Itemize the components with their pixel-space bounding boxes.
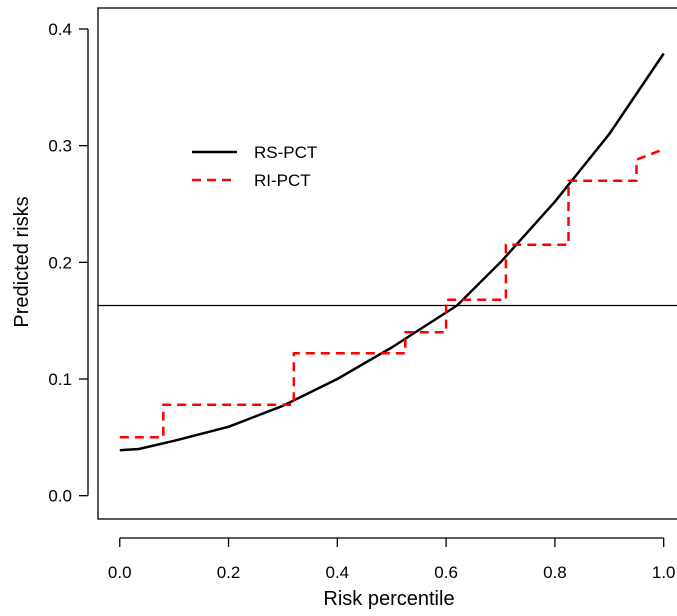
x-tick-label: 0.6 — [434, 563, 458, 582]
series-line-ri-pct — [119, 148, 665, 439]
x-tick-label: 0.4 — [326, 563, 350, 582]
series-line-rs-pct — [119, 52, 665, 452]
x-tick-label: 1.0 — [652, 563, 676, 582]
legend: RS-PCT RI-PCT — [192, 143, 317, 190]
x-axis-title: Risk percentile — [323, 588, 454, 610]
x-axis: 0.0 0.2 0.4 0.6 0.8 1.0 — [108, 537, 676, 582]
x-tick-label: 0.2 — [217, 563, 241, 582]
y-tick-label: 0.0 — [48, 487, 72, 506]
legend-label-rs-pct: RS-PCT — [254, 143, 317, 162]
y-tick-label: 0.2 — [48, 253, 72, 272]
legend-label-ri-pct: RI-PCT — [254, 171, 311, 190]
x-tick-label: 0.0 — [108, 563, 132, 582]
y-axis-title: Predicted risks — [11, 196, 33, 327]
series-layer — [119, 52, 665, 452]
y-axis: 0.0 0.1 0.2 0.3 0.4 — [48, 20, 89, 506]
y-tick-label: 0.4 — [48, 20, 72, 39]
y-tick-label: 0.1 — [48, 370, 72, 389]
plot-frame — [97, 7, 677, 520]
x-tick-label: 0.8 — [543, 563, 567, 582]
y-tick-label: 0.3 — [48, 137, 72, 156]
